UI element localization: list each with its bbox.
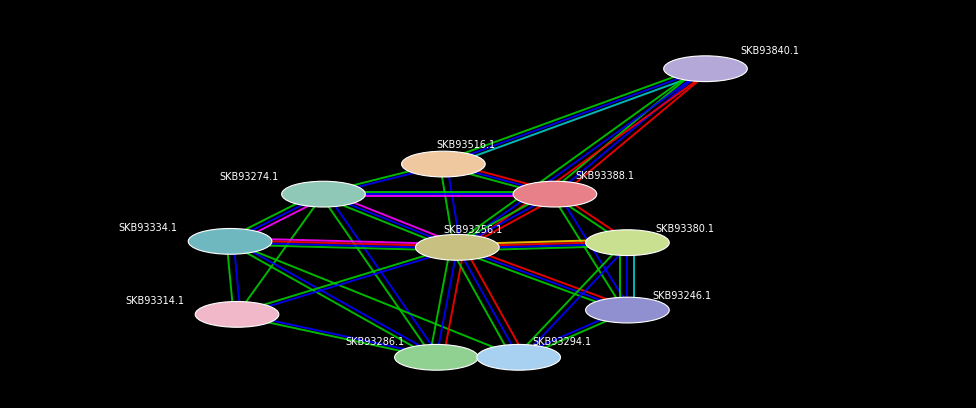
Text: SKB93256.1: SKB93256.1 <box>443 225 503 235</box>
Circle shape <box>664 56 748 82</box>
Circle shape <box>477 344 560 370</box>
Circle shape <box>394 344 478 370</box>
Circle shape <box>188 228 272 254</box>
Circle shape <box>195 302 279 327</box>
Circle shape <box>513 181 596 207</box>
Text: SKB93294.1: SKB93294.1 <box>533 337 591 346</box>
Text: SKB93380.1: SKB93380.1 <box>655 224 714 234</box>
Circle shape <box>416 235 499 260</box>
Text: SKB93274.1: SKB93274.1 <box>219 172 278 182</box>
Text: SKB93286.1: SKB93286.1 <box>346 337 405 346</box>
Circle shape <box>401 151 485 177</box>
Text: SKB93388.1: SKB93388.1 <box>576 171 634 181</box>
Text: SKB93314.1: SKB93314.1 <box>126 296 184 306</box>
Text: SKB93246.1: SKB93246.1 <box>653 291 712 302</box>
Text: SKB93334.1: SKB93334.1 <box>118 223 178 233</box>
Text: SKB93516.1: SKB93516.1 <box>436 140 496 150</box>
Circle shape <box>586 297 670 323</box>
Text: SKB93840.1: SKB93840.1 <box>741 46 799 56</box>
Circle shape <box>282 181 365 207</box>
Circle shape <box>586 230 670 255</box>
